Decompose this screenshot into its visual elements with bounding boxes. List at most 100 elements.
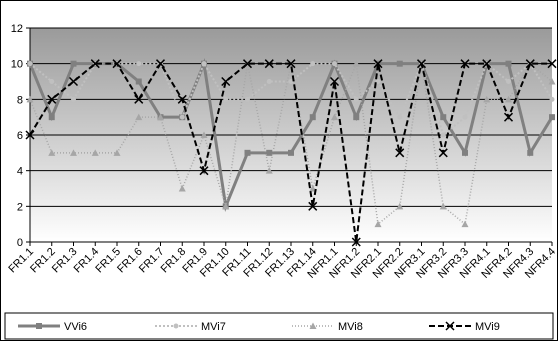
y-tick-label: 8: [17, 94, 23, 106]
marker: [265, 167, 273, 174]
marker: [36, 323, 42, 329]
marker: [135, 113, 143, 121]
marker: [548, 78, 556, 85]
marker: [375, 79, 381, 84]
marker: [49, 79, 55, 84]
y-tick-label: 4: [17, 166, 23, 178]
legend-label: MVi7: [201, 321, 226, 333]
marker: [113, 149, 121, 156]
marker: [353, 114, 360, 121]
marker: [25, 130, 35, 140]
marker: [242, 59, 253, 69]
marker: [462, 149, 468, 156]
marker: [310, 61, 316, 67]
marker: [201, 61, 207, 67]
marker: [461, 220, 469, 228]
marker: [439, 202, 447, 210]
marker: [244, 149, 251, 156]
marker: [395, 148, 405, 158]
marker: [549, 96, 555, 102]
marker: [266, 149, 273, 156]
marker: [70, 60, 77, 67]
legend-item: MVi8: [292, 321, 363, 333]
marker: [353, 96, 359, 102]
marker: [549, 114, 555, 121]
marker: [309, 114, 316, 121]
legend-item: MVi9: [429, 321, 500, 333]
marker: [440, 114, 447, 121]
y-tick-label: 2: [17, 201, 23, 213]
marker: [245, 96, 250, 102]
marker: [68, 76, 79, 87]
marker: [286, 59, 296, 69]
marker: [505, 60, 512, 67]
legend-label: MVi9: [475, 321, 500, 333]
marker: [112, 59, 122, 69]
marker: [177, 94, 187, 104]
marker: [397, 114, 403, 120]
marker: [460, 59, 470, 69]
marker: [331, 113, 338, 121]
marker: [266, 79, 272, 84]
marker: [329, 76, 340, 87]
marker: [525, 59, 535, 69]
legend-item: MVi7: [155, 321, 226, 333]
marker: [71, 96, 76, 102]
marker: [373, 59, 383, 69]
marker: [26, 95, 34, 103]
marker: [332, 61, 337, 67]
marker: [483, 95, 491, 103]
marker: [309, 322, 317, 329]
marker: [264, 59, 274, 69]
marker: [482, 59, 492, 69]
marker: [223, 96, 229, 102]
legend-item: VVi6: [18, 321, 87, 333]
marker: [351, 237, 361, 247]
marker: [157, 113, 164, 121]
y-tick-label: 0: [17, 237, 23, 249]
marker: [135, 78, 142, 85]
marker: [173, 323, 179, 329]
marker: [136, 61, 142, 67]
marker: [440, 132, 446, 138]
marker: [396, 202, 404, 210]
marker: [221, 76, 231, 87]
marker: [178, 185, 186, 192]
marker: [288, 149, 294, 156]
marker: [70, 149, 77, 156]
marker: [527, 149, 534, 156]
marker: [48, 149, 56, 156]
legend-label: VVi6: [64, 321, 87, 333]
marker: [309, 185, 317, 192]
marker: [505, 95, 512, 103]
marker: [27, 61, 33, 67]
marker: [200, 131, 208, 138]
y-tick-label: 12: [11, 23, 23, 35]
y-tick-label: 6: [17, 130, 23, 142]
marker: [445, 321, 455, 331]
marker: [416, 59, 427, 69]
marker: [155, 59, 166, 69]
marker: [288, 79, 294, 84]
marker: [179, 114, 185, 120]
marker: [134, 94, 144, 104]
marker: [222, 202, 230, 210]
marker: [47, 94, 57, 104]
marker: [506, 79, 511, 84]
legend-label: MVi8: [338, 321, 363, 333]
marker: [547, 59, 557, 69]
marker: [308, 201, 318, 211]
marker: [90, 59, 100, 69]
marker: [396, 60, 403, 67]
marker: [199, 166, 209, 176]
marker: [374, 220, 382, 228]
marker: [91, 149, 99, 156]
marker: [352, 60, 360, 67]
series: [25, 59, 557, 247]
marker: [503, 112, 514, 122]
marker: [438, 148, 448, 158]
marker: [48, 114, 55, 121]
marker: [462, 114, 468, 120]
y-tick-label: 10: [11, 59, 23, 71]
